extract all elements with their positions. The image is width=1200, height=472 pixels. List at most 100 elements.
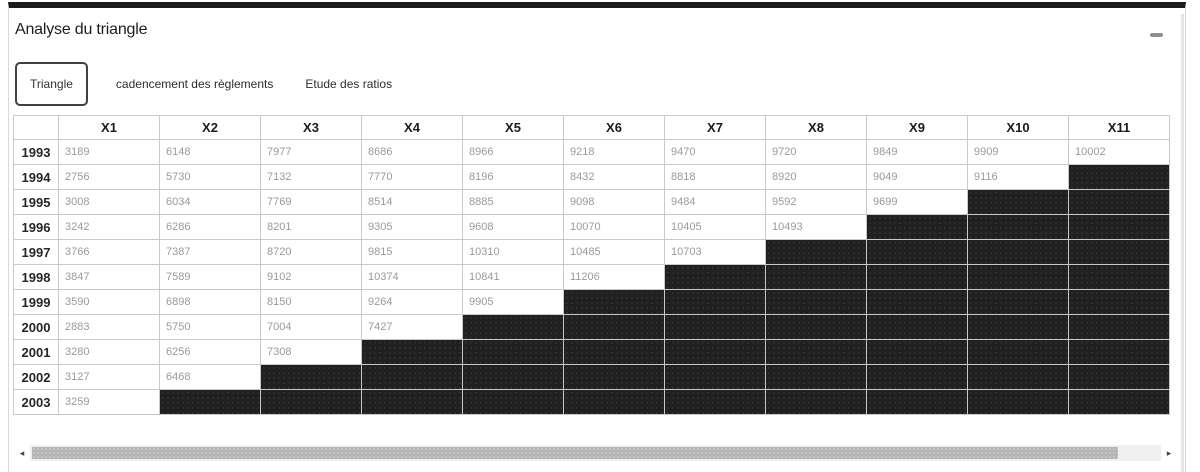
column-header: X6: [563, 115, 665, 140]
masked-cell: [159, 389, 261, 415]
masked-cell: [664, 314, 766, 340]
triangle-value-cell: 7004: [260, 314, 362, 340]
masked-cell: [866, 389, 968, 415]
masked-cell: [765, 364, 867, 390]
masked-cell: [765, 239, 867, 265]
triangle-value-cell: 9592: [765, 189, 867, 215]
row-year-label: 1994: [13, 164, 59, 190]
masked-cell: [765, 339, 867, 365]
triangle-value-cell: 10493: [765, 214, 867, 240]
triangle-value-cell: 3280: [58, 339, 160, 365]
minimize-icon[interactable]: [1150, 33, 1163, 37]
tab-bar: Triangle cadencement des règlements Etud…: [15, 62, 1185, 106]
masked-cell: [1068, 239, 1170, 265]
masked-cell: [765, 289, 867, 315]
triangle-value-cell: 9484: [664, 189, 766, 215]
triangle-value-cell: 9849: [866, 139, 968, 165]
column-header: X9: [866, 115, 968, 140]
triangle-value-cell: 3127: [58, 364, 160, 390]
masked-cell: [765, 314, 867, 340]
tab-triangle[interactable]: Triangle: [15, 62, 88, 106]
triangle-value-cell: 7387: [159, 239, 261, 265]
triangle-value-cell: 9699: [866, 189, 968, 215]
triangle-value-cell: 2883: [58, 314, 160, 340]
scrollbar-thumb[interactable]: [32, 447, 1118, 459]
masked-cell: [1068, 314, 1170, 340]
scroll-right-icon[interactable]: ▸: [1166, 448, 1172, 458]
masked-cell: [563, 389, 665, 415]
row-year-label: 1997: [13, 239, 59, 265]
triangle-value-cell: 10070: [563, 214, 665, 240]
triangle-value-cell: 2756: [58, 164, 160, 190]
triangle-value-cell: 5750: [159, 314, 261, 340]
masked-cell: [563, 289, 665, 315]
tab-triangle-label: Triangle: [30, 77, 73, 91]
scrollbar-track[interactable]: [30, 445, 1161, 461]
scroll-left-icon[interactable]: ◂: [19, 448, 25, 458]
triangle-analysis-panel: Analyse du triangle Triangle cadencement…: [8, 2, 1186, 472]
triangle-value-cell: 7132: [260, 164, 362, 190]
row-year-label: 1999: [13, 289, 59, 315]
triangle-value-cell: 6034: [159, 189, 261, 215]
vertical-scrollbar[interactable]: [1181, 14, 1184, 472]
masked-cell: [361, 339, 463, 365]
masked-cell: [563, 364, 665, 390]
column-header: X7: [664, 115, 766, 140]
table-row: 2001 3280 6256 7308: [13, 339, 1170, 365]
tab-etude-ratios-label: Etude des ratios: [305, 77, 393, 91]
tab-etude-des-ratios[interactable]: Etude des ratios: [273, 62, 392, 106]
masked-cell: [866, 214, 968, 240]
row-year-label: 1993: [13, 139, 59, 165]
masked-cell: [462, 339, 564, 365]
masked-cell: [664, 264, 766, 290]
row-year-label: 2000: [13, 314, 59, 340]
triangle-value-cell: 10310: [462, 239, 564, 265]
triangle-value-cell: 9116: [967, 164, 1069, 190]
triangle-value-cell: 9305: [361, 214, 463, 240]
masked-cell: [563, 339, 665, 365]
masked-cell: [967, 364, 1069, 390]
triangle-table: X1 X2 X3 X4 X5 X6 X7 X8 X9 X10 X11 1993 3189 6148 7977…: [13, 115, 1170, 415]
triangle-value-cell: 8966: [462, 139, 564, 165]
triangle-value-cell: 10374: [361, 264, 463, 290]
triangle-value-cell: 6148: [159, 139, 261, 165]
row-year-label: 1995: [13, 189, 59, 215]
masked-cell: [462, 389, 564, 415]
table-row: 1995 3008 6034 7769 8514 8885 9098 9484 9592 9699: [13, 189, 1170, 215]
triangle-value-cell: 9905: [462, 289, 564, 315]
masked-cell: [1068, 364, 1170, 390]
triangle-value-cell: 10703: [664, 239, 766, 265]
triangle-value-cell: 8196: [462, 164, 564, 190]
masked-cell: [664, 364, 766, 390]
horizontal-scrollbar[interactable]: ◂ ▸: [14, 445, 1177, 461]
masked-cell: [563, 314, 665, 340]
masked-cell: [967, 264, 1069, 290]
triangle-value-cell: 11206: [563, 264, 665, 290]
triangle-value-cell: 7589: [159, 264, 261, 290]
masked-cell: [1068, 339, 1170, 365]
triangle-value-cell: 10405: [664, 214, 766, 240]
tab-cadencement-des-reglements[interactable]: cadencement des règlements: [88, 62, 273, 106]
triangle-value-cell: 10841: [462, 264, 564, 290]
triangle-value-cell: 8201: [260, 214, 362, 240]
triangle-value-cell: 8720: [260, 239, 362, 265]
triangle-value-cell: 6256: [159, 339, 261, 365]
triangle-value-cell: 8818: [664, 164, 766, 190]
page-title: Analyse du triangle: [15, 21, 148, 38]
triangle-value-cell: 7977: [260, 139, 362, 165]
table-row: 2003 3259: [13, 389, 1170, 415]
masked-cell: [866, 314, 968, 340]
masked-cell: [866, 339, 968, 365]
masked-cell: [1068, 289, 1170, 315]
triangle-value-cell: 7769: [260, 189, 362, 215]
masked-cell: [967, 314, 1069, 340]
triangle-value-cell: 8920: [765, 164, 867, 190]
column-header: X3: [260, 115, 362, 140]
table-row: 1994 2756 5730 7132 7770 8196 8432 8818 8920 9049…: [13, 164, 1170, 190]
table-row: 1997 3766 7387 8720 9815 10310 10485 10703: [13, 239, 1170, 265]
triangle-value-cell: 6468: [159, 364, 261, 390]
masked-cell: [967, 389, 1069, 415]
triangle-value-cell: 7427: [361, 314, 463, 340]
row-year-label: 2001: [13, 339, 59, 365]
triangle-value-cell: 6898: [159, 289, 261, 315]
